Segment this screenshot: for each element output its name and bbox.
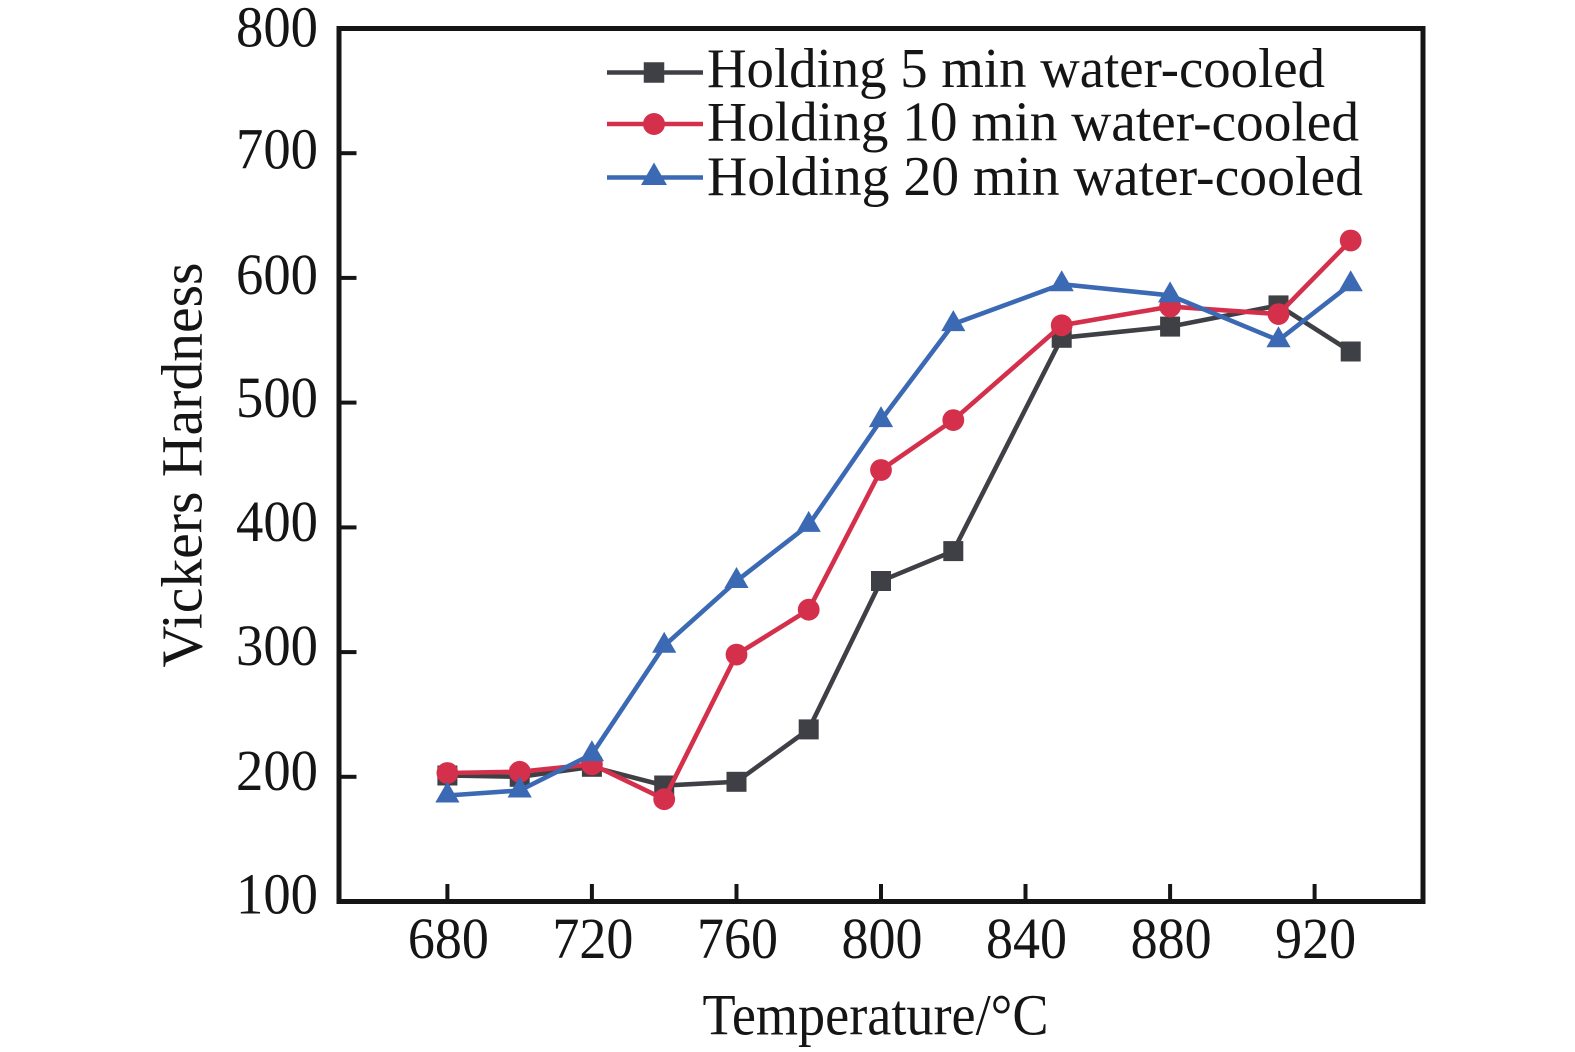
- svg-text:300: 300: [236, 613, 318, 678]
- svg-text:800: 800: [842, 906, 923, 971]
- svg-text:Holding 5 min water-cooled: Holding 5 min water-cooled: [707, 38, 1325, 100]
- svg-text:920: 920: [1275, 906, 1356, 971]
- svg-text:500: 500: [236, 365, 318, 430]
- svg-text:100: 100: [236, 861, 318, 926]
- svg-text:400: 400: [236, 489, 318, 554]
- svg-text:680: 680: [408, 906, 489, 971]
- svg-text:600: 600: [236, 242, 318, 307]
- svg-text:760: 760: [697, 906, 778, 971]
- svg-text:720: 720: [552, 906, 633, 971]
- svg-text:Vickers Hardness: Vickers Hardness: [150, 263, 215, 668]
- svg-text:840: 840: [986, 906, 1067, 971]
- svg-text:200: 200: [236, 738, 318, 803]
- svg-text:Holding 10 min water-cooled: Holding 10 min water-cooled: [707, 92, 1359, 154]
- svg-text:Temperature/°C: Temperature/°C: [703, 983, 1049, 1048]
- svg-text:Holding 20 min water-cooled: Holding 20 min water-cooled: [707, 146, 1363, 208]
- svg-text:800: 800: [236, 0, 318, 60]
- svg-text:700: 700: [236, 117, 318, 182]
- svg-text:880: 880: [1131, 906, 1212, 971]
